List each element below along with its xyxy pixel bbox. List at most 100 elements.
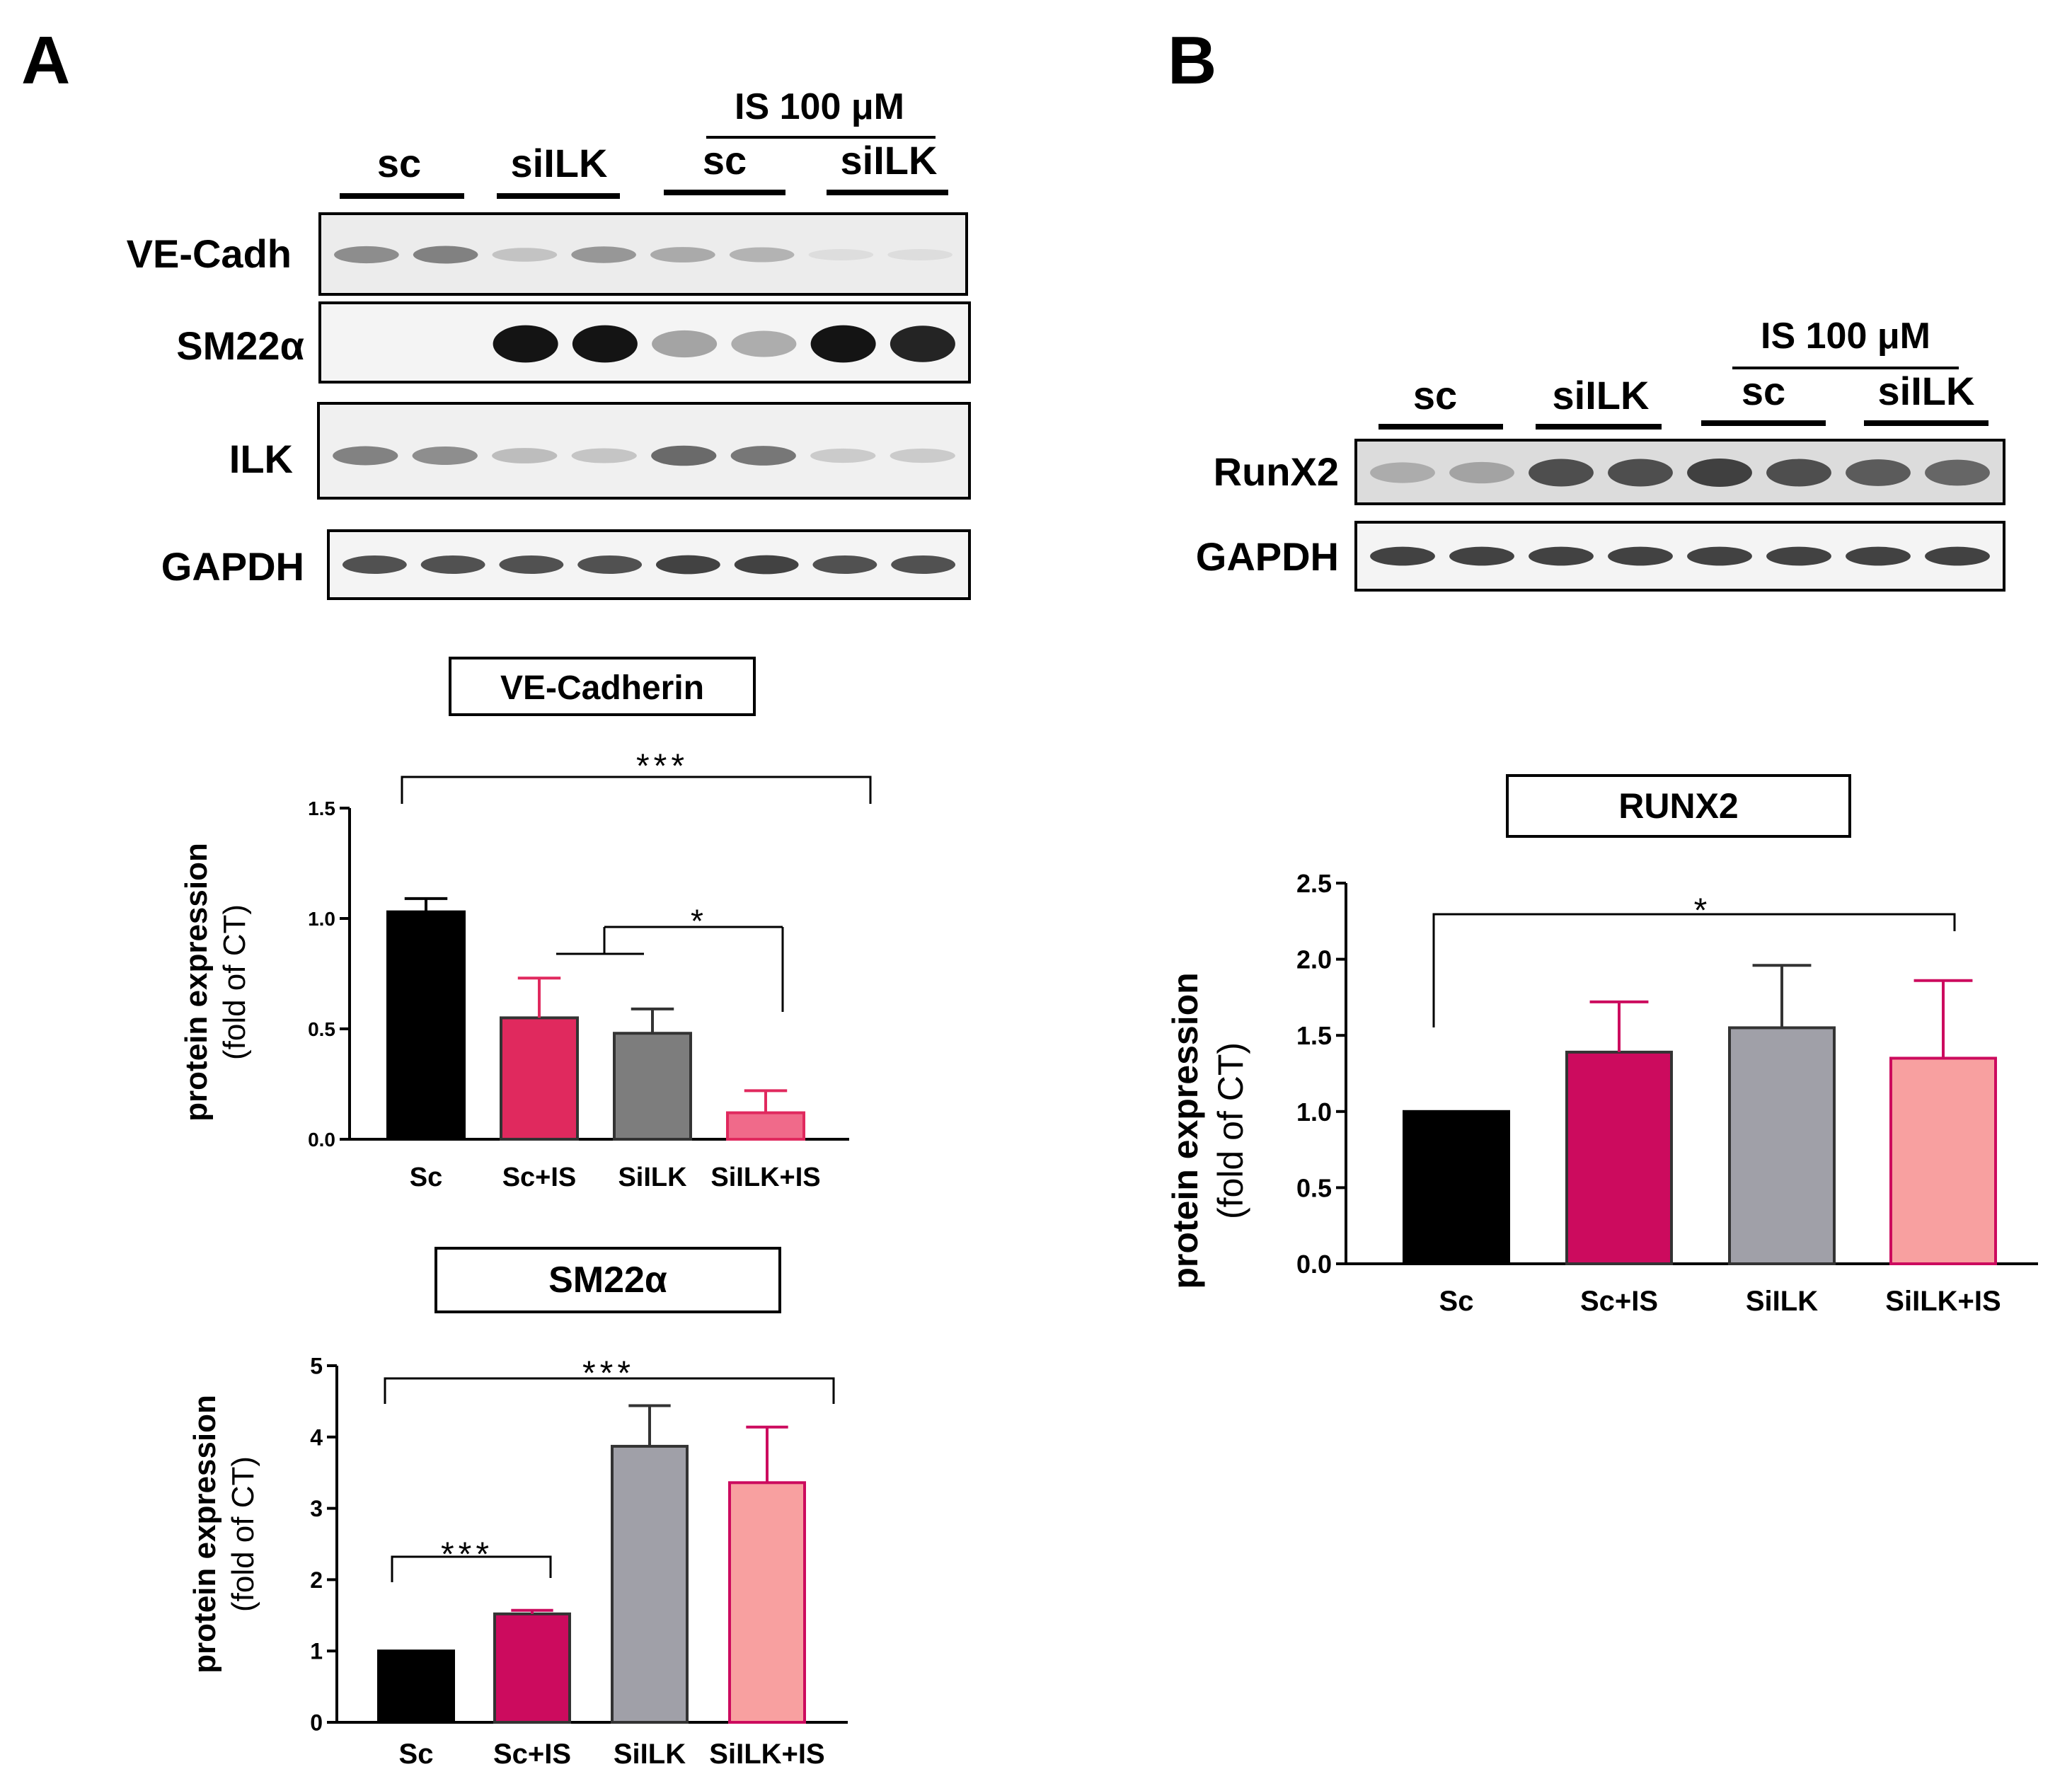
blot-band [1370,462,1435,483]
bar [1565,1050,1673,1265]
chart-sm22: SM22α protein expression (fold of CT) 0 1… [188,1247,848,1770]
blot-band [420,555,485,574]
bar [1403,1110,1510,1266]
y-tick-label: 3 [310,1496,323,1521]
blot-band [412,446,478,466]
blot-b-row-label: GAPDH [1196,534,1339,579]
significance-label: *** [441,1536,493,1573]
y-tick-label: 2.5 [1296,869,1332,898]
blot-band [492,448,558,463]
chart-title: RUNX2 [1618,786,1738,826]
blot-band [1449,461,1514,484]
blot-band [890,325,955,362]
y-axis-label: protein expression [188,1395,222,1673]
significance-bracket [401,776,872,804]
blot-a-row-label: GAPDH [161,544,304,589]
significance-bracket [391,1555,552,1582]
x-tick-label: Sc [399,1739,434,1770]
y-tick-label: 4 [310,1424,323,1450]
blot-band [334,246,399,264]
y-axis-label: protein expression [179,843,214,1122]
bar [500,1016,579,1141]
blot-band [730,446,796,466]
blot-band [571,448,637,463]
blot-band [492,248,558,262]
x-tick-label: Sc [410,1163,442,1192]
blot-band [1449,546,1514,566]
y-tick-label: 0.0 [1296,1250,1332,1279]
y-tick-label: 1.0 [1296,1097,1332,1127]
y-tick-label: 2 [310,1567,323,1593]
blot-a-group-label: sc [377,141,421,185]
blot-band [1766,459,1831,487]
blot-band [1925,546,1990,566]
bar [493,1612,571,1724]
blot-a-row-label: VE-Cadh [127,231,292,276]
significance-label: * [691,902,708,939]
blot-band [1529,459,1594,487]
blot-a-group-label: sc [703,138,747,183]
panel-label-b: B [1168,23,1216,98]
y-tick-label: 0.5 [308,1018,335,1040]
blot-band [1608,459,1673,487]
blot-band [572,325,638,363]
blot-a-row-label: SM22α [176,323,304,368]
y-tick-label: 2.0 [1296,945,1332,974]
blot-band [810,448,876,463]
blot-band [731,330,797,357]
blot-band [1846,546,1911,566]
bar [611,1444,689,1724]
y-tick-label: 0.0 [308,1129,335,1151]
blot-band [571,246,636,263]
blot-band [887,248,952,261]
blot-b-group-label: sc [1413,373,1457,417]
significance-bracket [1432,913,1956,1027]
chart-title-box [434,1247,781,1313]
blot-a-group-label: siILK [841,138,938,183]
x-tick-label: Sc+IS [502,1163,577,1192]
x-tick-label: SiILK+IS [1885,1286,2001,1317]
blot-b-bands [1370,459,1990,487]
bar [377,1649,455,1724]
chart-title-box [1506,774,1851,838]
blot-band [891,555,956,574]
y-tick-label: 1.5 [1296,1021,1332,1050]
y-tick-label: 5 [310,1354,323,1379]
y-axis-label: (fold of CT) [217,904,252,1060]
blot-band [729,247,795,263]
blot-band [1687,459,1752,487]
blot-band [342,555,407,574]
bar [386,910,466,1141]
x-tick-label: SiILK+IS [709,1739,824,1770]
bar [726,1111,805,1141]
blot-a: IS 100 μM sc siILK sc siILK VE-Cadh SM22… [127,86,971,600]
blot-b-group-label: sc [1742,369,1785,413]
x-tick-label: SiILK+IS [710,1163,820,1192]
blot-band [1846,459,1911,486]
y-tick-label: 0 [310,1710,323,1736]
blot-a-row-box [317,402,971,500]
blot-band [577,555,643,574]
blot-band [651,445,717,466]
x-tick-label: Sc [1439,1286,1474,1317]
blot-band [1687,546,1752,566]
blot-a-treatment-label: IS 100 μM [735,86,904,127]
blot-a-bands [333,445,955,466]
y-tick-label: 1.5 [308,797,335,819]
chart-ve-cadherin-plot: 0.00.51.01.5Sc Sc+IS SiILK SiILK+IS**** [308,747,872,1192]
blot-band [1766,546,1831,566]
blot-a-bands [342,555,956,575]
bar [728,1481,806,1724]
blot-b-group-label: siILK [1553,373,1650,417]
blot-a-bands [493,325,955,363]
blot-band [655,555,720,575]
blot-a-group-label: siILK [511,141,608,185]
x-tick-label: SiILK [614,1739,686,1770]
blot-band [1925,459,1990,486]
chart-title-box [449,657,756,716]
significance-label: *** [582,1354,635,1392]
chart-runx2: RUNX2 protein expression (fold of CT) 0.… [1166,774,2038,1317]
blot-a-row-label: ILK [229,437,293,481]
y-tick-label: 0.5 [1296,1173,1332,1202]
